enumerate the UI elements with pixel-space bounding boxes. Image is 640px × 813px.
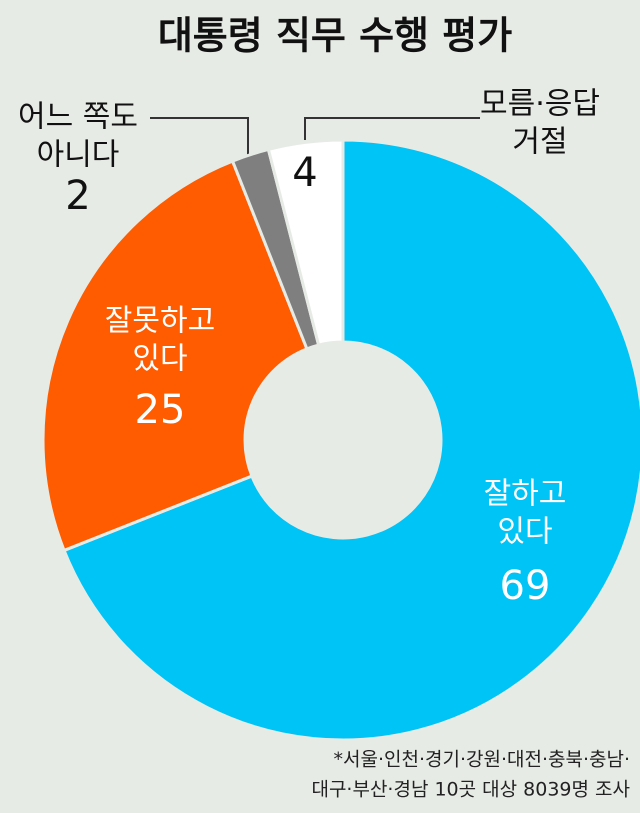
donut bbox=[41, 138, 640, 742]
category-label: 잘하고 bbox=[484, 477, 567, 512]
category-label: 거절 bbox=[512, 125, 567, 160]
value-label: 2 bbox=[65, 173, 90, 219]
footnote: 대구·부산·경남 10곳 대상 8039명 조사 bbox=[311, 779, 630, 801]
slice bbox=[266, 138, 345, 347]
chart-title: 대통령 직무 수행 평가 bbox=[158, 14, 512, 58]
leader-line bbox=[304, 117, 480, 140]
value-label: 4 bbox=[292, 150, 317, 196]
footnote: *서울·인천·경기·강원·대전·충북·충남· bbox=[334, 749, 631, 771]
leader-line bbox=[150, 117, 249, 158]
category-label: 있다 bbox=[497, 515, 552, 550]
category-label: 모름·응답 bbox=[480, 87, 600, 122]
category-label: 아니다 bbox=[37, 138, 120, 173]
category-label: 어느 쪽도 bbox=[18, 100, 138, 135]
category-label: 잘못하고 bbox=[105, 304, 215, 339]
value-label: 69 bbox=[500, 563, 551, 609]
slice bbox=[41, 159, 309, 553]
category-label: 있다 bbox=[132, 342, 187, 377]
value-label: 25 bbox=[135, 387, 186, 433]
slice bbox=[62, 138, 640, 742]
